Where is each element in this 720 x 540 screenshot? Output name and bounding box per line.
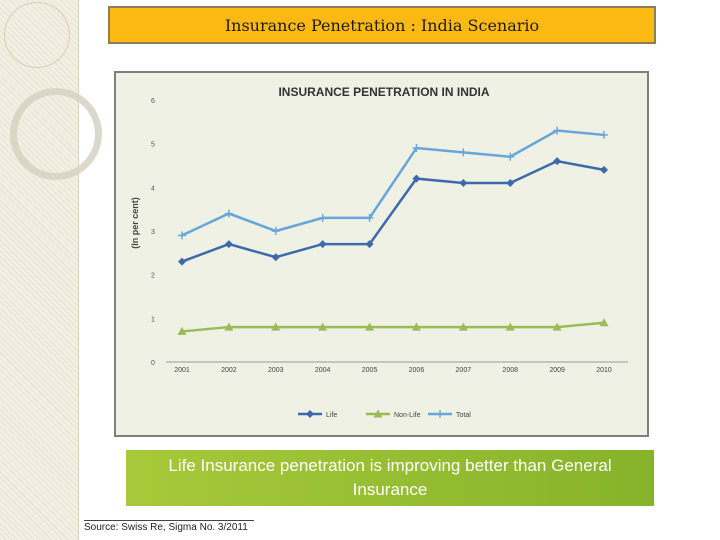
data-point-diamond <box>365 240 374 249</box>
data-point-triangle <box>373 409 383 418</box>
data-point-diamond <box>600 165 608 174</box>
x-tick-label: 2003 <box>268 367 284 374</box>
slide-title-text: Insurance Penetration : India Scenario <box>224 15 540 35</box>
data-point-plus <box>178 231 186 240</box>
data-point-triangle <box>318 322 328 331</box>
legend-label: Life <box>326 412 337 419</box>
data-point-plus <box>412 144 421 153</box>
data-point-plus <box>271 227 280 235</box>
data-point-diamond <box>178 257 186 266</box>
data-point-triangle <box>458 322 468 331</box>
y-tick-label: 4 <box>151 185 155 192</box>
data-point-triangle <box>271 322 281 331</box>
y-tick-label: 0 <box>151 360 155 367</box>
y-tick-label: 2 <box>151 273 155 280</box>
data-point-plus <box>365 213 374 222</box>
data-point-diamond <box>506 178 515 187</box>
x-tick-label: 2010 <box>596 367 612 374</box>
data-point-diamond <box>553 157 562 166</box>
series-line-life <box>181 159 605 263</box>
decorative-ring-thin <box>4 2 70 68</box>
data-point-triangle <box>177 326 187 335</box>
data-point-triangle <box>552 322 562 331</box>
data-point-diamond <box>306 410 314 418</box>
line-chart: INSURANCE PENETRATION IN INDIA (In per c… <box>130 85 628 419</box>
data-point-plus <box>318 213 327 222</box>
data-point-diamond <box>224 240 233 249</box>
data-point-plus <box>436 410 444 418</box>
x-tick-label: 2008 <box>502 367 518 374</box>
data-point-diamond <box>271 253 280 262</box>
legend-label: Non-Life <box>394 412 421 419</box>
data-point-diamond <box>459 178 468 187</box>
data-point-diamond <box>412 174 421 183</box>
x-tick-label: 2004 <box>315 367 331 374</box>
y-tick-label: 6 <box>151 98 155 105</box>
caption-text: Life Insurance penetration is improving … <box>168 456 612 499</box>
chart-frame: INSURANCE PENETRATION IN INDIA (In per c… <box>114 71 649 437</box>
data-point-plus <box>459 148 468 157</box>
data-point-plus <box>600 130 608 139</box>
decorative-side-strip <box>0 0 102 540</box>
legend-label: Total <box>456 412 471 419</box>
y-tick-label: 1 <box>151 316 155 323</box>
y-axis-label: (In per cent) <box>130 197 140 249</box>
data-point-triangle <box>224 322 234 331</box>
y-tick-label: 3 <box>151 229 155 236</box>
series-line-non-life <box>181 321 605 333</box>
data-point-plus <box>224 209 233 218</box>
x-tick-label: 2009 <box>549 367 565 374</box>
data-point-plus <box>553 126 562 135</box>
series-line-total <box>181 129 605 237</box>
x-tick-label: 2001 <box>174 367 190 374</box>
x-tick-label: 2005 <box>362 367 378 374</box>
data-point-plus <box>506 152 515 161</box>
caption-box: Life Insurance penetration is improving … <box>126 450 654 506</box>
slide-title: Insurance Penetration : India Scenario <box>108 6 656 44</box>
x-tick-label: 2006 <box>409 367 425 374</box>
data-point-triangle <box>411 322 421 331</box>
x-tick-label: 2002 <box>221 367 237 374</box>
y-tick-label: 5 <box>151 142 155 149</box>
data-point-triangle <box>599 318 609 327</box>
x-tick-label: 2007 <box>456 367 472 374</box>
data-point-diamond <box>318 240 327 249</box>
data-point-triangle <box>365 322 375 331</box>
chart-title: INSURANCE PENETRATION IN INDIA <box>278 85 489 99</box>
source-note: Source: Swiss Re, Sigma No. 3/2011 <box>84 520 254 538</box>
data-point-triangle <box>505 322 515 331</box>
decorative-ring <box>10 88 102 180</box>
